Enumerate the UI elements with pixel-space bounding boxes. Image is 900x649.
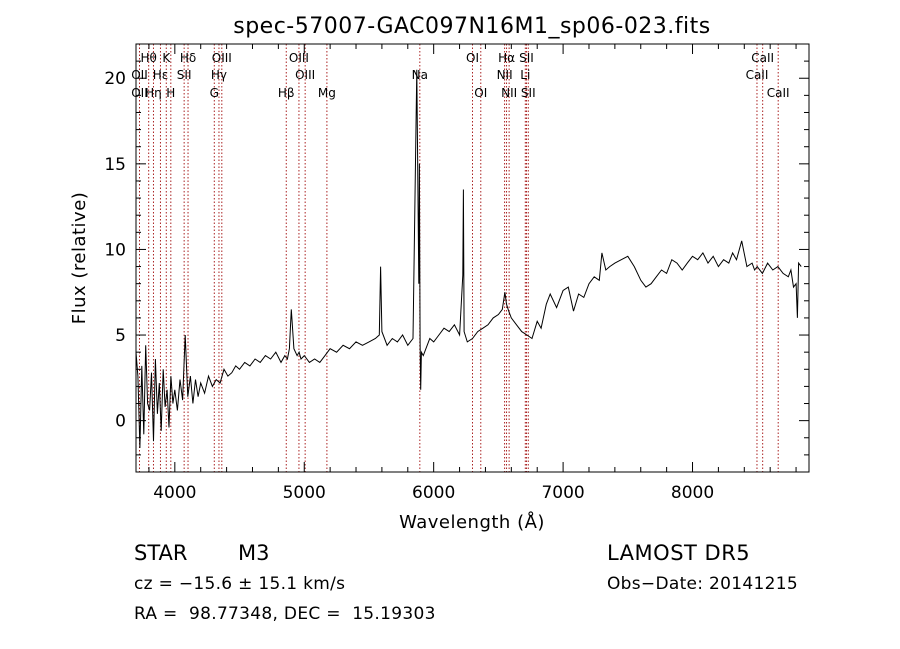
y-tick-label: 0 [115,412,126,432]
x-tick-label: 8000 [671,483,714,503]
observation-date: Obs−Date: 20141215 [607,574,798,594]
object-subclass: M3 [238,541,270,565]
marker-label: Hα [498,51,515,65]
marker-label: OI [474,86,487,100]
marker-label: Hδ [180,51,196,65]
marker-label: OI [466,51,479,65]
marker-label: SII [177,68,192,82]
chart-title: spec-57007-GAC097N16M1_sp06-023.fits [233,14,711,39]
marker-label: SII [519,51,534,65]
marker-label: H [166,86,175,100]
marker-label: NII [497,68,513,82]
y-axis-label: Flux (relative) [69,192,90,325]
y-axis: 0 5 10 15 20 [104,60,809,456]
marker-label: Mg [318,86,336,100]
object-class: STAR [134,541,188,565]
marker-label: K [162,51,171,65]
y-tick-label: 5 [115,326,126,346]
marker-label: OIII [289,51,309,65]
marker-label: Hη [145,86,162,100]
marker-label: OIII [295,68,315,82]
plot-frame [135,43,810,473]
marker-label: Hβ [278,86,295,100]
marker-label: Hθ [140,51,156,65]
marker-label: OII [131,68,148,82]
marker-label: Hε [153,68,169,82]
x-tick-label: 4000 [153,483,196,503]
marker-label: OII [131,86,148,100]
x-tick-label: 7000 [541,483,584,503]
spectrum-series-line [135,69,802,449]
marker-label: SII [521,86,536,100]
marker-label: Hγ [211,68,227,82]
x-tick-label: 5000 [283,483,326,503]
marker-label: Li [520,68,530,82]
marker-label: CaII [751,51,774,65]
marker-label: CaII [767,86,790,100]
x-tick-label: 6000 [412,483,455,503]
y-tick-label: 15 [104,155,126,175]
coordinates: RA = 98.77348, DEC = 15.19303 [134,604,436,624]
marker-label: G [210,86,219,100]
marker-label: OIII [212,51,232,65]
survey-name: LAMOST DR5 [607,541,751,565]
redshift-value: cz = −15.6 ± 15.1 km/s [134,574,346,594]
y-tick-label: 20 [104,69,126,89]
x-axis-label: Wavelength (Å) [399,511,545,533]
x-axis: 4000 5000 6000 7000 8000 [148,44,797,503]
marker-label: Na [412,68,428,82]
y-tick-label: 10 [104,240,126,260]
marker-label: NII [501,86,517,100]
marker-label: CaII [746,68,769,82]
emission-line-markers [138,44,779,472]
